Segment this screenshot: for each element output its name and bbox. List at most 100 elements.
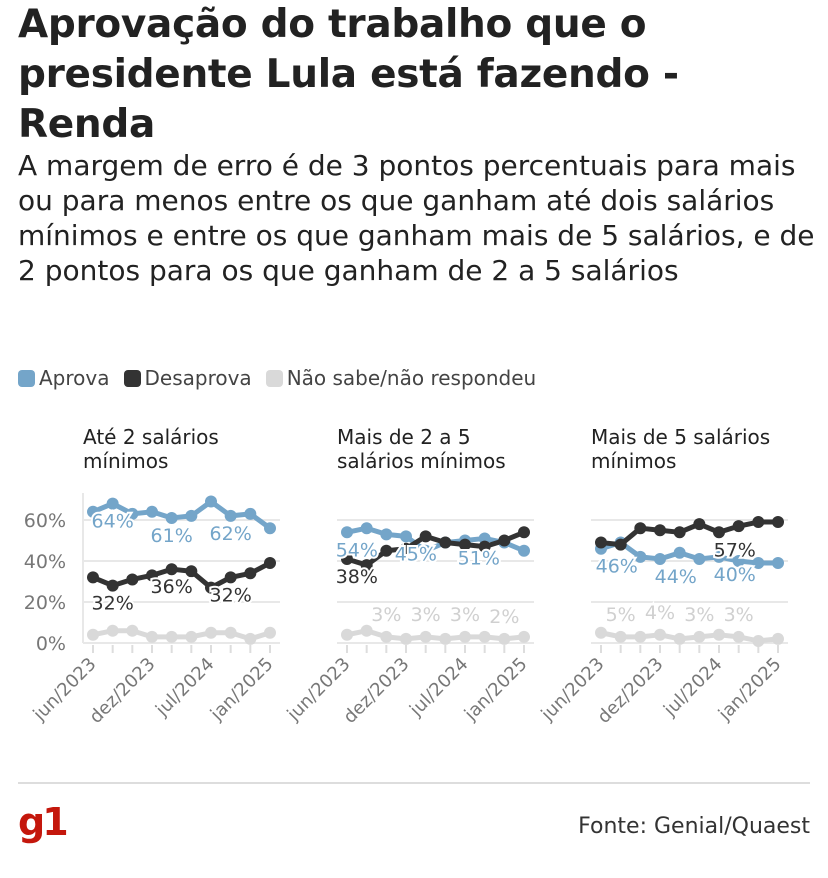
data-point [400, 632, 412, 645]
data-label: 3% [411, 604, 441, 626]
panel-3: Mais de 5 saláriosmínimosjun/2023dez/202… [537, 425, 788, 728]
data-point [614, 630, 627, 643]
data-point [654, 552, 666, 565]
data-point [87, 505, 99, 518]
panel-title: Mais de 5 salários [591, 425, 770, 449]
panel-title: salários mínimos [337, 449, 506, 473]
data-point [732, 520, 745, 533]
x-tick-label: jan/2025 [460, 654, 532, 726]
data-point [244, 567, 257, 580]
legend-label: Aprova [39, 366, 110, 390]
panel-1: Até 2 saláriosmínimosjun/2023dez/2023jul… [29, 425, 280, 728]
data-label: 4% [645, 602, 675, 624]
data-label: 38% [336, 566, 378, 588]
y-tick-label: 60% [24, 510, 66, 532]
data-point [498, 534, 511, 547]
data-point [439, 632, 452, 645]
data-point [752, 634, 765, 647]
data-point [693, 552, 706, 565]
data-point [498, 632, 511, 645]
data-point [693, 518, 706, 531]
g1-logo: g1 [18, 800, 69, 844]
data-point [439, 536, 452, 549]
data-point [654, 628, 666, 641]
legend-swatch-aprova [18, 369, 35, 387]
data-point [185, 565, 198, 578]
data-point [380, 544, 393, 557]
legend-label: Desaprova [144, 366, 252, 390]
data-label: 46% [596, 556, 638, 578]
data-point [106, 624, 119, 637]
data-point [106, 497, 119, 510]
data-point [360, 624, 373, 637]
data-point [87, 628, 99, 641]
legend-label: Não sabe/não respondeu [286, 366, 537, 390]
series-line-desaprova [346, 529, 525, 568]
data-point [634, 550, 647, 563]
series-line-desaprova [92, 560, 272, 591]
data-point [400, 542, 412, 555]
data-point [419, 530, 432, 543]
data-label: 62% [210, 523, 252, 545]
data-label: 3% [684, 604, 714, 626]
data-point [126, 624, 139, 637]
series-line-aprova [600, 540, 778, 566]
panel-title: Até 2 salários [83, 425, 219, 449]
data-point [634, 522, 647, 535]
chart-subtitle: A margem de erro é de 3 pontos percentua… [18, 149, 815, 287]
legend-item-desaprova: Desaprova [123, 366, 252, 390]
data-point [146, 630, 158, 643]
data-point [126, 573, 139, 586]
series-line-não [92, 628, 271, 642]
legend-item-nao-sabe: Não sabe/não respondeu [265, 366, 537, 390]
data-point [478, 630, 491, 643]
data-label: 32% [210, 584, 252, 606]
small-multiples-chart: 0% 20% 40% 60%Até 2 saláriosmínimosjun/2023… [24, 425, 788, 728]
y-tick-label: 20% [24, 592, 66, 614]
data-point [595, 536, 607, 549]
data-point [205, 626, 217, 639]
data-point [459, 538, 471, 551]
data-label: 2% [489, 606, 519, 628]
data-point [165, 630, 178, 643]
data-point [693, 630, 706, 643]
data-label: 54% [336, 539, 378, 561]
data-point [595, 626, 607, 639]
data-point [360, 522, 373, 535]
data-point [146, 505, 158, 518]
data-point [264, 557, 276, 570]
legend-swatch-nao-sabe [265, 369, 283, 387]
data-label: 44% [655, 566, 697, 588]
data-label: 3% [450, 604, 480, 626]
data-point [752, 516, 765, 529]
data-point [360, 559, 373, 572]
data-point [614, 538, 627, 551]
data-point [341, 526, 353, 539]
data-label: 57% [714, 539, 756, 561]
data-point [419, 544, 432, 557]
data-point [459, 630, 471, 643]
data-point [244, 632, 257, 645]
source-note: Fonte: Genial/Quaest [578, 814, 810, 839]
legend-item-aprova: Aprova [18, 366, 110, 390]
data-point [673, 526, 686, 539]
data-label: 40% [714, 564, 756, 586]
data-label: 5% [606, 604, 636, 626]
data-point [146, 569, 158, 582]
data-point [224, 509, 237, 522]
legend-swatch-desaprova [123, 369, 141, 387]
y-tick-label: 0% [36, 633, 66, 655]
data-point [713, 526, 725, 539]
data-point [224, 626, 237, 639]
data-point [673, 546, 686, 559]
data-point [400, 530, 412, 543]
data-point [713, 628, 725, 641]
footer-divider [18, 782, 810, 784]
data-point [419, 630, 432, 643]
panel-title: mínimos [83, 449, 168, 473]
chart-title: Aprovação do trabalho que o presidente L… [18, 2, 679, 147]
data-point [752, 557, 765, 570]
x-tick-label: jan/2025 [206, 654, 278, 726]
data-point [380, 630, 393, 643]
